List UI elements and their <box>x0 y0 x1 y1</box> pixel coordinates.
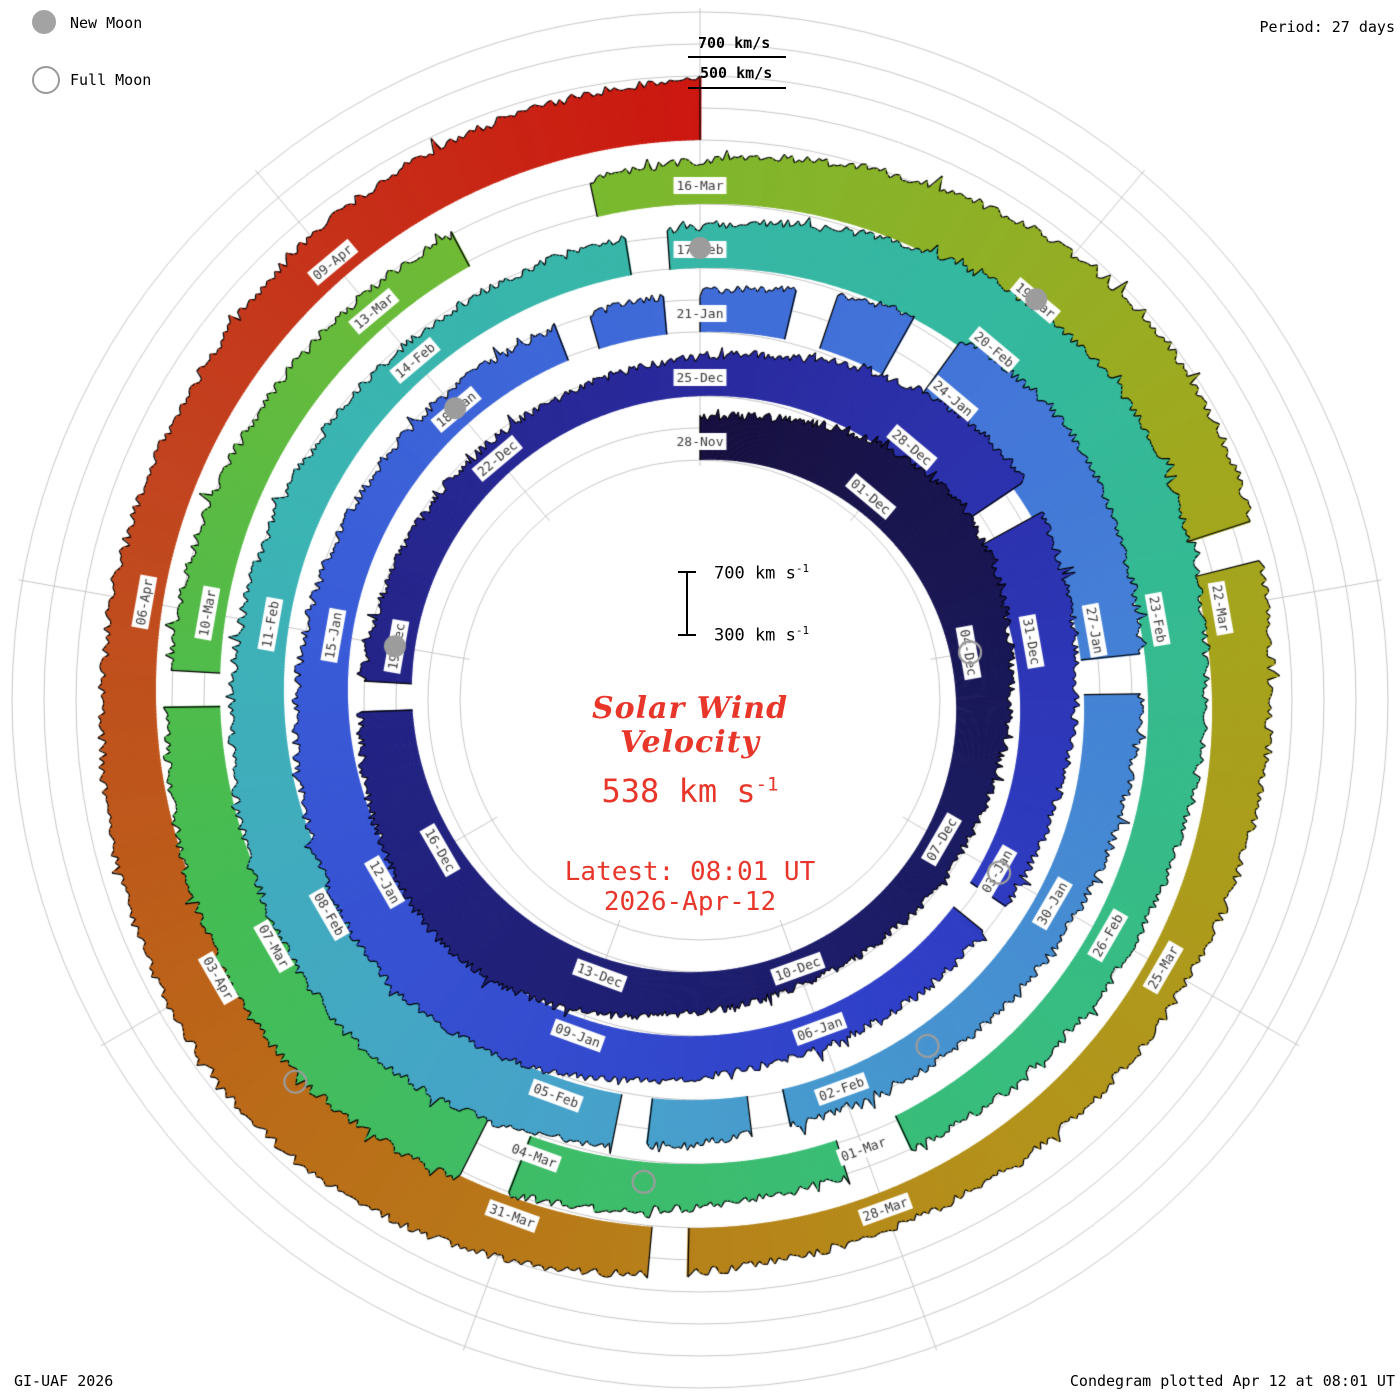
chart-title: Solar Wind Velocity <box>500 692 880 759</box>
center-scale-bottom-label: 300 km s-1 <box>714 624 809 646</box>
center-scale-bottom-exp: -1 <box>795 624 810 637</box>
center-scale-bottom-text: 300 km s <box>714 625 796 646</box>
plotted-timestamp-label: Condegram plotted Apr 12 at 08:01 UT <box>1069 1372 1395 1390</box>
new-moon-icon <box>32 10 56 34</box>
top-scale-700-label: 700 km/s <box>698 34 771 52</box>
period-label: Period: 27 days <box>1259 18 1395 36</box>
latest-time-line: Latest: 08:01 UT <box>564 857 816 887</box>
latest-date-line: 2026-Apr-12 <box>603 886 777 917</box>
center-scale-bar-top-cap <box>678 571 696 573</box>
top-scale-700-tick <box>688 56 786 58</box>
top-scale-500-tick <box>688 87 786 89</box>
latest-velocity-text: 538 km s <box>601 772 756 810</box>
full-moon-icon <box>32 66 60 94</box>
center-scale-bar-bottom-cap <box>678 634 696 636</box>
center-scale-bar <box>686 572 688 636</box>
top-scale-500-label: 500 km/s <box>700 64 773 82</box>
credit-label: GI-UAF 2026 <box>14 1372 114 1390</box>
legend-new-moon-label: New Moon <box>70 14 143 32</box>
latest-timestamp: Latest: 08:01 UT 2026-Apr-12 <box>430 857 950 918</box>
latest-velocity-value: 538 km s-1 <box>460 772 920 810</box>
latest-velocity-exp: -1 <box>755 773 779 796</box>
chart-title-line2: Velocity <box>620 724 760 760</box>
center-scale-top-exp: -1 <box>795 562 810 575</box>
legend-full-moon-label: Full Moon <box>70 71 152 89</box>
center-scale-top-label: 700 km s-1 <box>714 562 809 584</box>
center-scale-top-text: 700 km s <box>714 563 796 584</box>
chart-title-line1: Solar Wind <box>591 691 789 726</box>
